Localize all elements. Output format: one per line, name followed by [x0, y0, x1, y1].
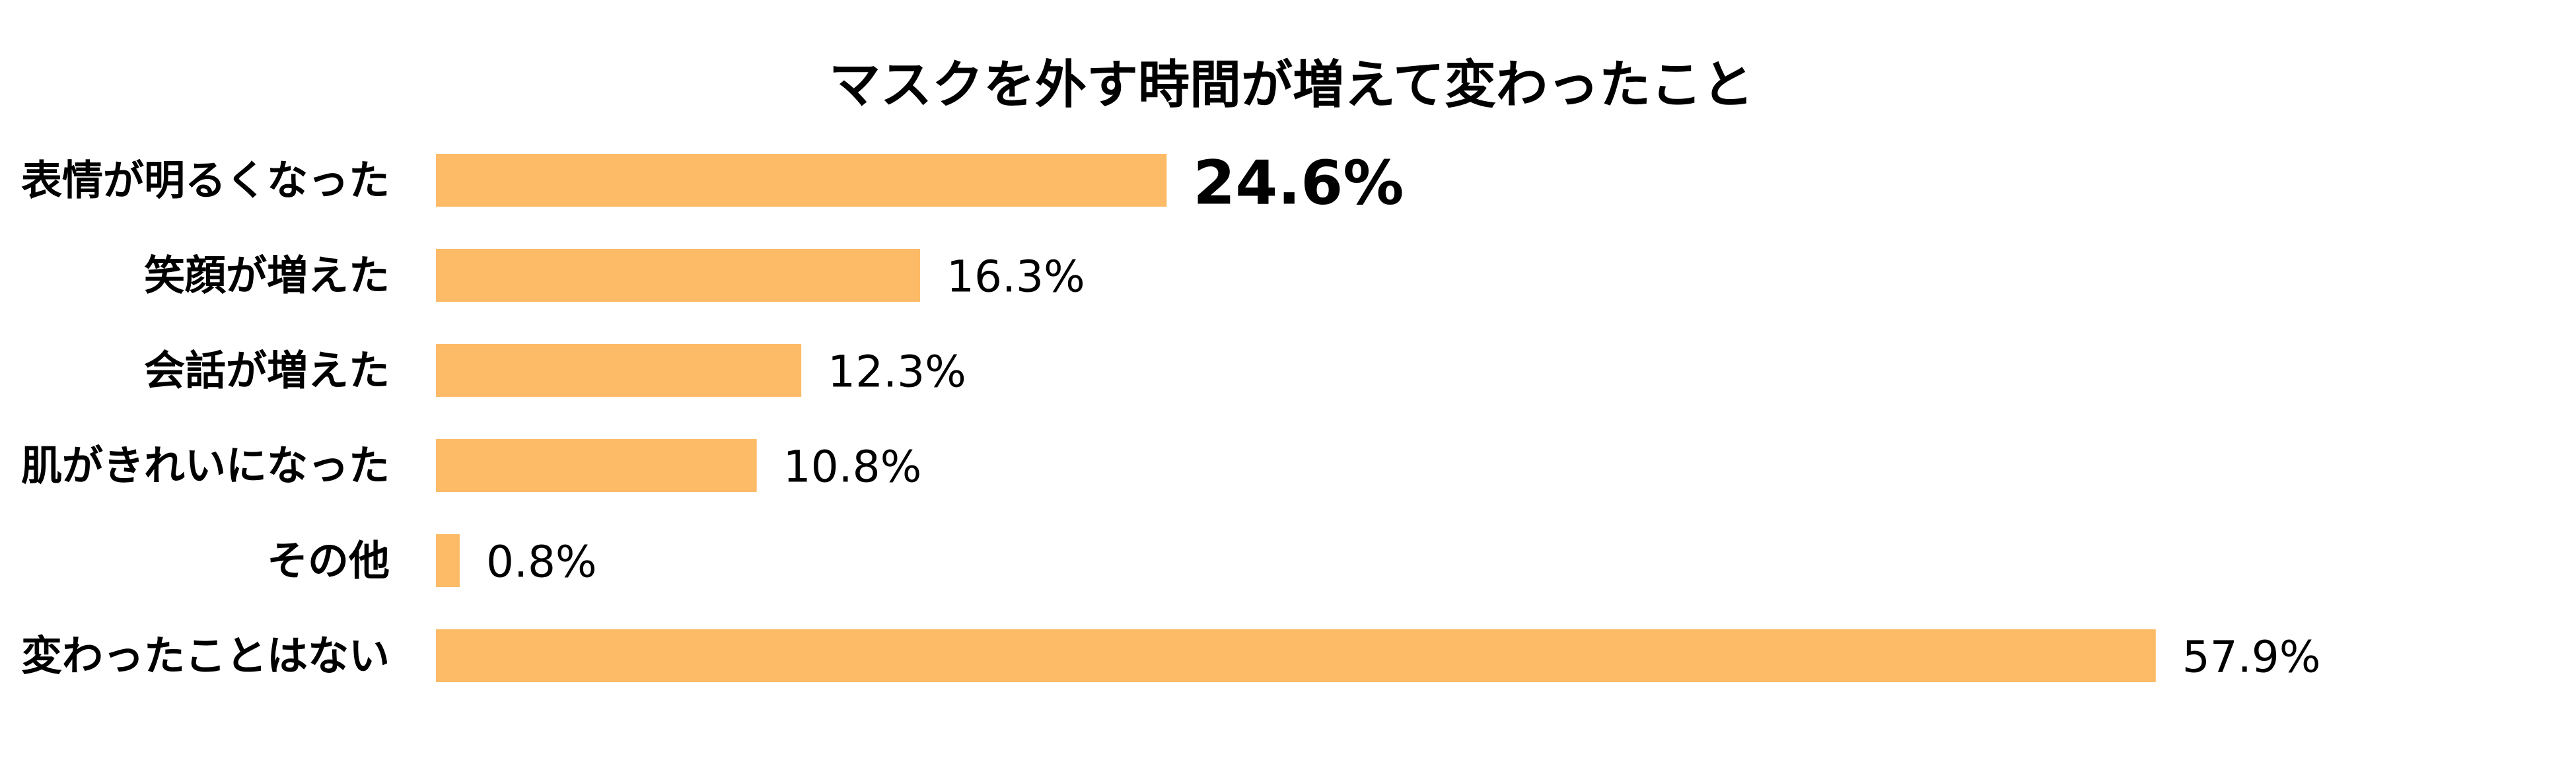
value-labels-layer: 24.6% 16.3% 12.3% 10.8% 0.8% 57.9% [486, 148, 2320, 683]
bar-5 [436, 629, 2156, 682]
category-label-1: 笑顔が増えた [144, 252, 390, 300]
bar-4 [436, 534, 460, 587]
chart-title: マスクを外す時間が増えて変わったこと [829, 55, 1754, 115]
value-label-4: 0.8% [486, 537, 597, 588]
value-label-1: 16.3% [947, 252, 1085, 302]
category-label-2: 会話が増えた [144, 347, 390, 395]
category-label-0: 表情が明るくなった [21, 156, 390, 205]
category-label-5: 変わったことはない [21, 632, 390, 680]
value-label-2: 12.3% [828, 347, 966, 398]
bars-layer [436, 154, 2156, 682]
bar-0 [436, 154, 1167, 207]
bar-3 [436, 439, 757, 492]
category-labels-layer: 表情が明るくなった笑顔が増えた会話が増えた肌がきれいになったその他変わったことは… [21, 156, 390, 680]
category-label-3: 肌がきれいになった [21, 442, 390, 490]
value-label-5: 57.9% [2182, 632, 2321, 683]
bar-2 [436, 344, 802, 397]
bar-1 [436, 249, 921, 302]
category-label-4: その他 [267, 537, 390, 585]
value-label-3: 10.8% [783, 442, 922, 493]
value-label-0: 24.6% [1193, 148, 1404, 219]
